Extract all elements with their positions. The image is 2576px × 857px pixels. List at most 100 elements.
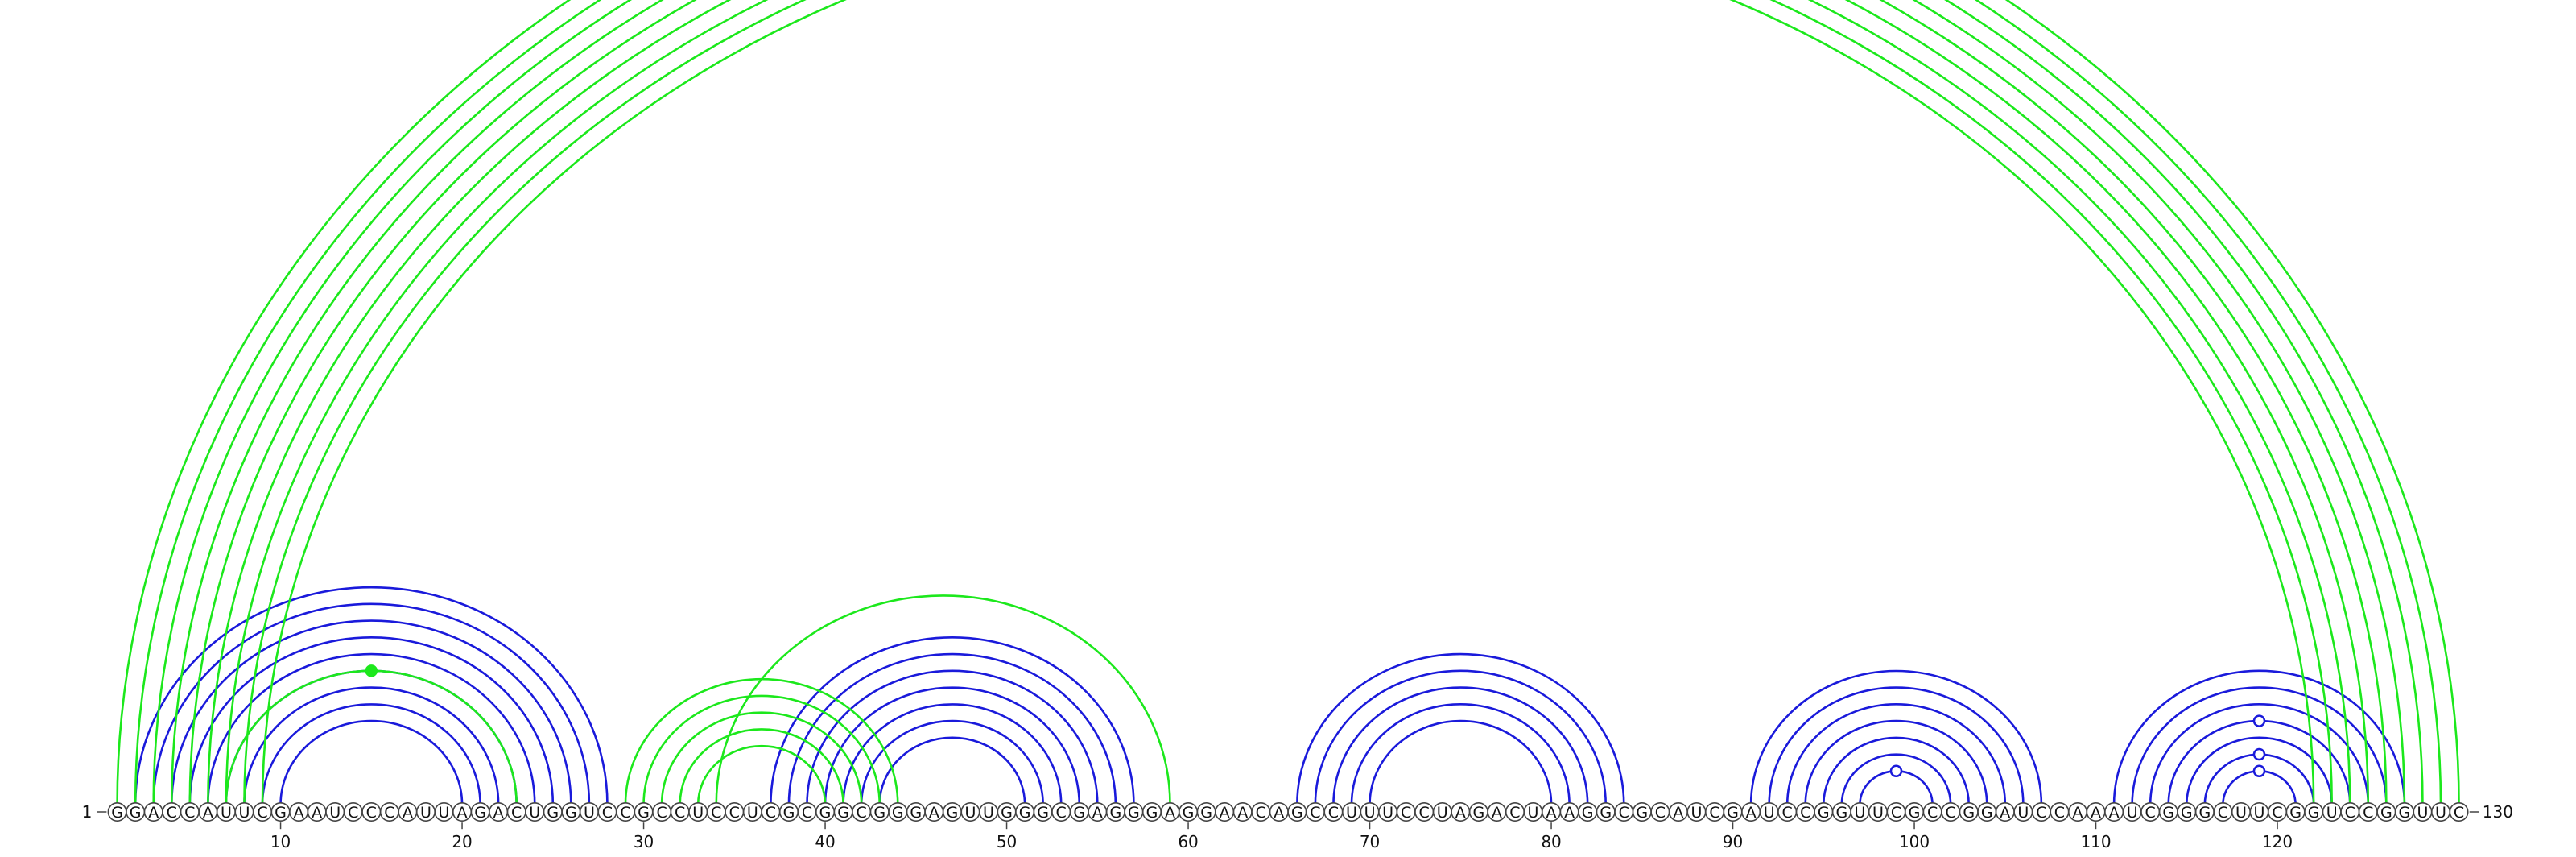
nucleotide-letter: C (1782, 804, 1793, 822)
nucleotide-letter: U (584, 804, 595, 822)
nucleotide-15: C (361, 801, 382, 822)
nucleotide-letter: C (1256, 804, 1266, 822)
nucleotide-letter: A (312, 804, 322, 822)
nucleotide-113: C (2140, 801, 2161, 822)
nucleotide-82: G (1578, 801, 1598, 822)
nucleotide-46: A (924, 801, 944, 822)
nucleotide-letter: C (2272, 804, 2282, 822)
blue-pair-arc-94-104 (1804, 719, 1988, 805)
nucleotide-66: G (1287, 801, 1307, 822)
arc-markers (365, 664, 2266, 778)
nucleotide-letter: U (1872, 804, 1884, 822)
nucleotide-letter: A (493, 804, 504, 822)
nucleotide-letter: G (892, 804, 904, 822)
nucleotide-56: G (1105, 801, 1125, 822)
nucleotide-letter: C (1509, 804, 1520, 822)
green-pair-arc-5-126 (190, 0, 2387, 805)
nucleotide-111: A (2104, 801, 2124, 822)
nucleotide-letter: U (692, 804, 704, 822)
nucleotide-letter: G (2289, 804, 2301, 822)
blue-pair-arc-111-127 (2112, 669, 2406, 805)
nucleotide-letter: G (1200, 804, 1212, 822)
nucleotide-letter: A (1546, 804, 1557, 822)
nucleotide-letter: G (837, 804, 849, 822)
nucleotide-40: G (815, 801, 836, 822)
nucleotide-117: C (2213, 801, 2233, 822)
nucleotide-letter: A (1274, 804, 1284, 822)
nucleotide-12: A (307, 801, 327, 822)
tick-label-90: 90 (1723, 832, 1743, 851)
nucleotide-letter: G (2162, 804, 2174, 822)
nucleotide-130: C (2449, 801, 2469, 822)
nucleotide-letter: G (873, 804, 886, 822)
nucleotide-letter: G (2308, 804, 2320, 822)
nucleotide-76: G (1468, 801, 1488, 822)
nucleotide-letter: G (1001, 804, 1013, 822)
nucleotide-1: G (107, 801, 127, 822)
nucleotide-68: C (1323, 801, 1344, 822)
position-axis: 10 20 30 40 50 60 70 80 90 100 110 120 (270, 822, 2293, 851)
nucleotide-11: A (289, 801, 309, 822)
nucleotide-letter: C (1709, 804, 1719, 822)
nucleotide-88: U (1686, 801, 1707, 822)
blue-pair-arc-95-103 (1823, 736, 1970, 805)
nucleotide-35: C (724, 801, 745, 822)
green-pair-arc-8-123 (244, 0, 2331, 805)
nucleotide-59: A (1160, 801, 1180, 822)
nucleotide-55: A (1088, 801, 1108, 822)
nucleotide-73: C (1414, 801, 1435, 822)
nucleotide-106: U (2013, 801, 2033, 822)
blue-pair-arc-39-55 (806, 669, 1099, 805)
nucleotide-letter: U (2326, 804, 2338, 822)
nucleotide-letter: C (2145, 804, 2156, 822)
nucleotide-letter: C (729, 804, 740, 822)
nucleotide-letter: A (148, 804, 159, 822)
blue-pair-arc-6-24 (207, 652, 536, 805)
nucleotide-letter: A (1455, 804, 1466, 822)
nucleotide-74: U (1432, 801, 1452, 822)
nucleotide-57: G (1124, 801, 1144, 822)
nucleotide-9: C (252, 801, 272, 822)
nucleotide-120: C (2268, 801, 2288, 822)
tick-label-40: 40 (815, 832, 835, 851)
nucleotide-43: G (869, 801, 890, 822)
nucleotide-letter: C (2036, 804, 2046, 822)
nucleotide-77: A (1487, 801, 1507, 822)
nucleotide-letter: A (1220, 804, 1230, 822)
nucleotide-123: U (2322, 801, 2342, 822)
blue-pair-arc-69-81 (1350, 703, 1571, 805)
nucleotide-72: C (1396, 801, 1416, 822)
nucleotide-letter: U (439, 804, 450, 822)
nucleotide-letter: A (929, 804, 939, 822)
blue-pair-arc-67-83 (1314, 669, 1607, 805)
nucleotide-26: G (561, 801, 581, 822)
nucleotide-letter: C (857, 804, 867, 822)
blue-pair-arc-66-84 (1296, 652, 1625, 805)
nucleotide-letter: C (1419, 804, 1430, 822)
nucleotide-letter: U (1346, 804, 1357, 822)
nucleotide-98: U (1868, 801, 1888, 822)
nucleotide-letter: G (2380, 804, 2392, 822)
nucleotide-letter: A (457, 804, 468, 822)
nucleotide-47: G (942, 801, 962, 822)
nucleotide-28: C (597, 801, 617, 822)
blue-pair-arc-3-27 (152, 602, 591, 805)
nucleotide-letter: C (366, 804, 377, 822)
arc-marker-1 (365, 664, 378, 677)
tick-label-100: 100 (1899, 832, 1930, 851)
blue-pair-arc-40-54 (824, 686, 1081, 805)
tick-label-30: 30 (634, 832, 654, 851)
nucleotide-letter: U (529, 804, 540, 822)
nucleotide-25: G (543, 801, 563, 822)
nucleotide-127: G (2394, 801, 2414, 822)
green-pair-arc-33-40 (696, 744, 827, 805)
tick-label-20: 20 (452, 832, 472, 851)
nucleotide-10: G (270, 801, 291, 822)
nucleotide-33: U (688, 801, 708, 822)
nucleotide-letter: C (257, 804, 267, 822)
nucleotide-letter: C (675, 804, 685, 822)
blue-pair-arc-43-51 (878, 736, 1026, 805)
nucleotide-122: G (2304, 801, 2324, 822)
nucleotide-letter: G (130, 804, 142, 822)
